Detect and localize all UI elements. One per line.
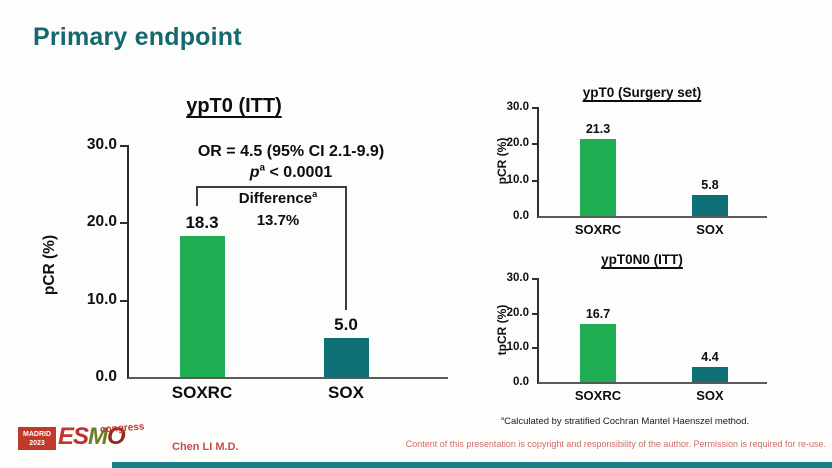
bar-sox: [692, 366, 728, 382]
or-annotation: OR = 4.5 (95% CI 2.1-9.9): [197, 143, 385, 160]
bar-value-label: 16.7: [585, 307, 611, 322]
y-axis-label: pCR (%): [41, 234, 58, 296]
y-tick-label: 30.0: [506, 272, 529, 284]
bar-sox: [324, 338, 369, 377]
chart-title: ypT0N0 (ITT): [601, 252, 683, 267]
y-tick-label: 0.0: [95, 368, 117, 385]
bar-value-label: 4.4: [701, 349, 719, 364]
y-tick-label: 20.0: [506, 306, 529, 319]
footer-accent-bar: [112, 462, 832, 468]
bar-soxrc: [580, 324, 616, 382]
category-label-soxrc: SOXRC: [574, 388, 622, 403]
y-tick-label: 30.0: [506, 101, 529, 113]
madrid-2023-badge: MADRID 2023: [18, 427, 56, 450]
difference-bracket-left: [196, 186, 198, 206]
y-tick-mark: [532, 312, 539, 315]
esmo-logo: ESMO: [58, 423, 126, 450]
y-tick-mark: [532, 107, 539, 109]
y-tick-mark: [120, 299, 129, 302]
difference-label: Differencea: [238, 189, 318, 207]
category-label-sox: SOX: [696, 388, 724, 403]
y-tick-label: 20.0: [86, 213, 117, 231]
bar-value-label: 18.3: [185, 212, 219, 232]
category-label-sox: SOX: [696, 222, 724, 237]
y-tick-label: 0.0: [513, 376, 529, 388]
y-tick-mark: [120, 222, 129, 225]
p-value-annotation: pa < 0.0001: [249, 162, 333, 181]
bar-soxrc: [580, 138, 616, 216]
y-tick-mark: [532, 347, 539, 350]
y-tick-mark: [532, 179, 539, 182]
category-label-soxrc: SOXRC: [171, 383, 233, 402]
y-tick-label: 0.0: [513, 210, 529, 222]
y-tick-label: 30.0: [86, 136, 117, 153]
y-tick-label: 20.0: [506, 137, 529, 150]
chart-ypt0n0-itt: ypT0N0 (ITT) tpCR (%) 30.0 20.0 10.0 0.0…: [470, 248, 832, 418]
congress-label: congress: [99, 421, 145, 436]
chart-ypt0-itt: ypT0 (ITT) OR = 4.5 (95% CI 2.1-9.9) pa …: [0, 88, 470, 418]
category-label-sox: SOX: [328, 383, 364, 402]
y-tick-mark: [532, 278, 539, 280]
chart-title: ypT0 (ITT): [186, 95, 282, 117]
plot-area: 30.0 20.0 10.0 0.0 16.7 4.4 SOXRC SOX: [507, 272, 767, 403]
plot-area: 30.0 20.0 10.0 0.0 18.3 5.0 SOXRC SOX: [87, 136, 448, 402]
bar-value-label: 5.0: [334, 315, 358, 335]
y-tick-label: 10.0: [506, 341, 529, 354]
y-tick-label: 10.0: [86, 290, 117, 308]
difference-bracket-top: [197, 186, 346, 188]
bar-value-label: 5.8: [701, 177, 719, 192]
bar-soxrc: [180, 235, 225, 377]
copyright-notice: Content of this presentation is copyrigh…: [405, 439, 826, 449]
category-label-soxrc: SOXRC: [574, 222, 622, 237]
bar-sox: [692, 194, 728, 216]
y-tick-mark: [120, 145, 129, 147]
plot-area: 30.0 20.0 10.0 0.0 21.3 5.8 SOXRC SOX: [507, 101, 767, 237]
bar-value-label: 21.3: [585, 121, 611, 136]
footnote: aCalculated by stratified Cochran Mantel…: [500, 415, 750, 427]
difference-bracket-right: [345, 186, 347, 310]
y-tick-label: 10.0: [506, 173, 529, 186]
chart-ypt0-surgery-set: ypT0 (Surgery set) pCR (%) 30.0 20.0 10.…: [470, 80, 832, 246]
difference-value: 13.7%: [256, 212, 300, 229]
author-credit: Chen LI M.D.: [172, 441, 239, 453]
y-tick-mark: [532, 143, 539, 146]
slide-title: Primary endpoint: [33, 22, 242, 51]
chart-title: ypT0 (Surgery set): [582, 85, 702, 100]
